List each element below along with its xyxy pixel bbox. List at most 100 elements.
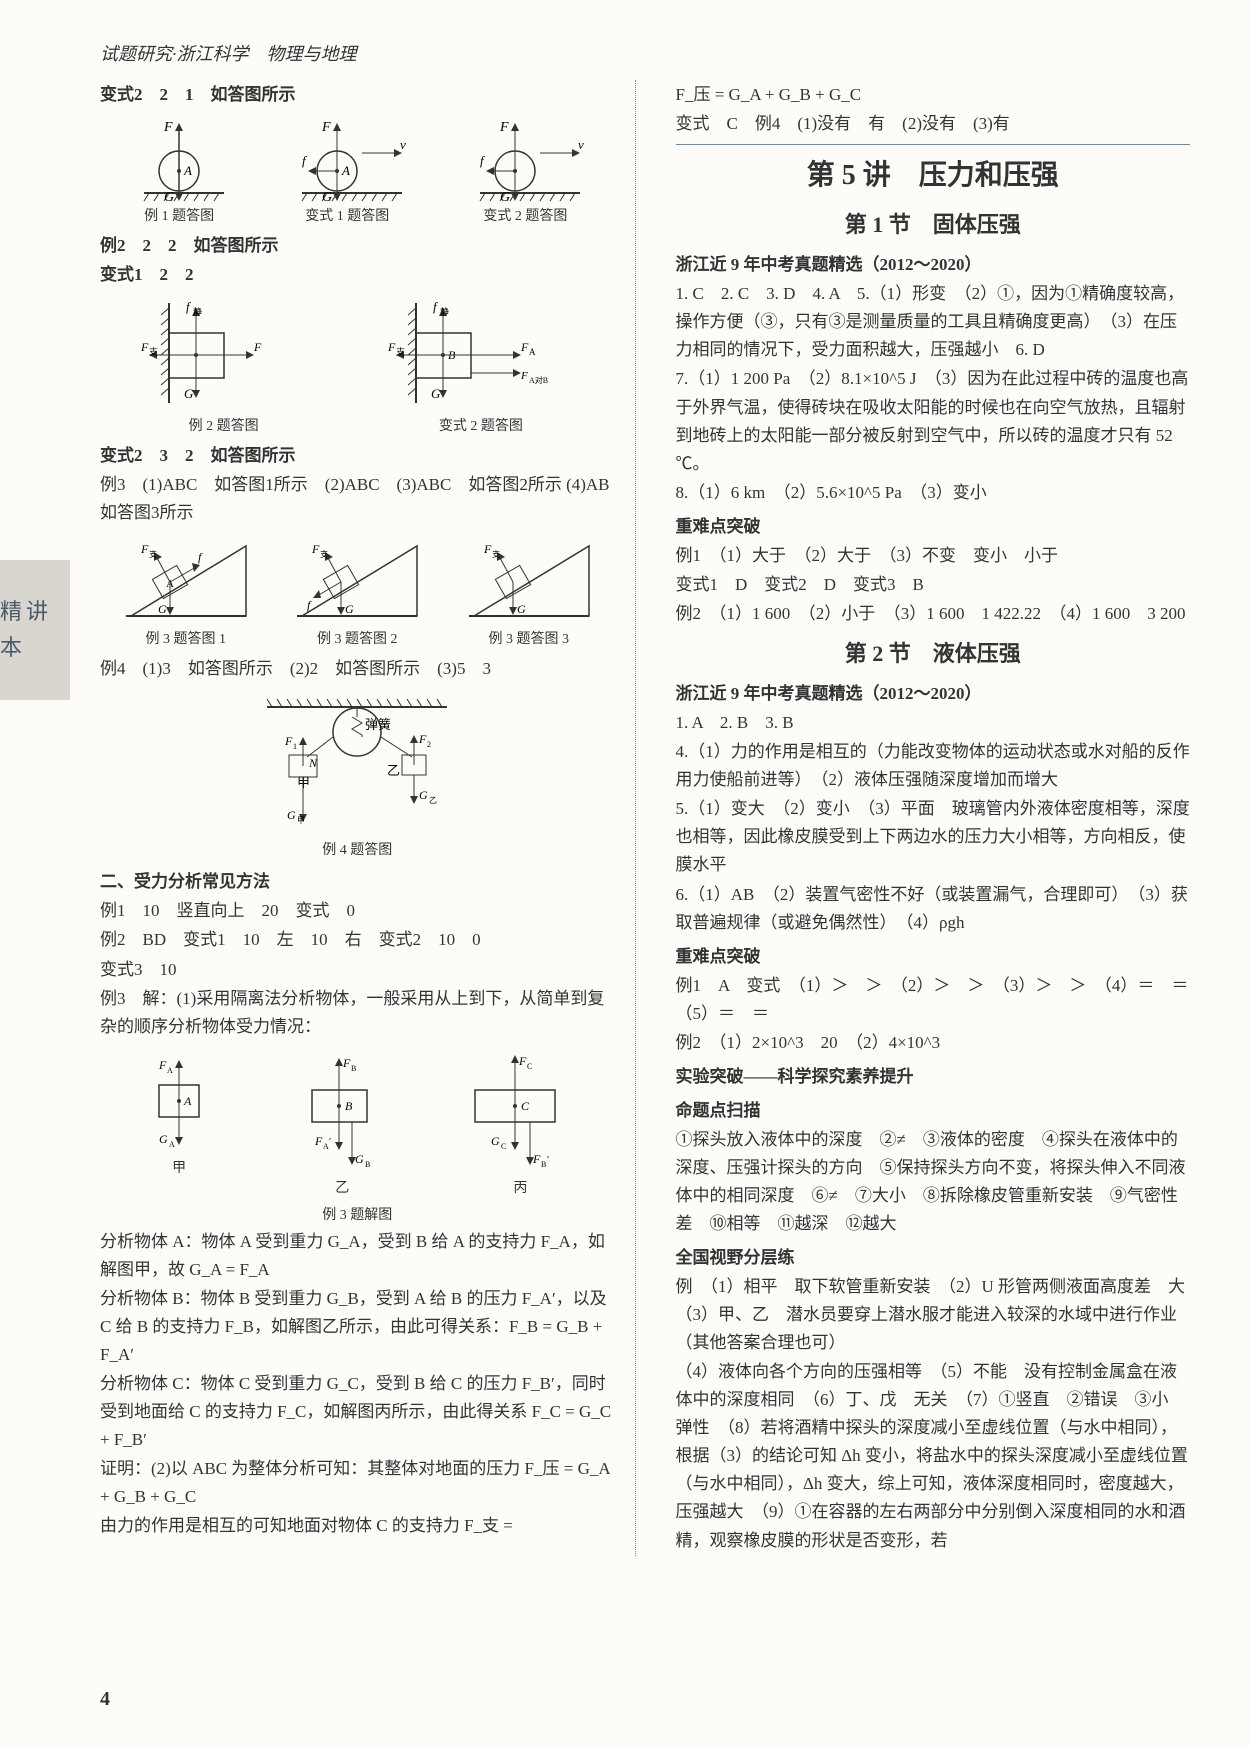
svg-text:B: B [541,1160,546,1169]
diagram-caption: 甲 [129,1157,229,1180]
diagram: C FC GC FB′ 丙 [455,1045,585,1200]
svg-text:A: A [169,1140,175,1149]
diagram-caption: 例 4 题答图 [227,839,487,862]
diagram-row-5: A FA GA 甲 B FB FA′ GB [100,1045,615,1200]
svg-text:G: G [159,1132,168,1146]
text-line: 4.（1）力的作用是相互的（力能改变物体的运动状态或水对船的反作用力使船前进等）… [676,738,1191,794]
diagram: F支 f G 例 3 题答图 2 [287,531,427,651]
text-line: 例1 10 竖直向上 20 变式 0 [100,897,615,925]
svg-text:支: 支 [492,549,500,559]
svg-text:f: f [480,153,486,168]
text-line: 5.（1）变大 （2）变小 （3）平面 玻璃管内外液体密度相等，深度也相等，因此… [676,795,1191,879]
text-line: ①探头放入液体中的深度 ②≠ ③液体的密度 ④探头在液体中的深度、压强计探头的方… [676,1126,1191,1238]
svg-text:N: N [308,756,318,770]
diagram: A F G f v 变式 1 题答图 [282,113,412,228]
svg-text:G: G [500,190,510,203]
svg-text:静: 静 [193,306,202,317]
subsection-heading: 实验突破——科学探究素养提升 [676,1063,1191,1091]
svg-text:2: 2 [427,740,431,749]
svg-text:A对B: A对B [529,375,548,385]
horizontal-rule [676,144,1191,145]
svg-text:G: G [287,808,296,822]
svg-text:f: f [186,299,192,314]
diagram-row-1: A F G 例 1 题答图 [100,113,615,228]
svg-text:B: B [365,1160,370,1169]
page-number: 4 [100,1683,110,1716]
text-line: 6.（1）AB （2）装置气密性不好（或装置漏气，合理即可） （3）获取普遍规律… [676,881,1191,937]
svg-text:F: F [253,340,262,354]
diagram: A F支 f G 例 3 题答图 1 [116,531,256,651]
svg-text:f: f [198,550,203,564]
svg-text:B: B [351,1064,356,1073]
text-line: 分析物体 A：物体 A 受到重力 G_A，受到 B 给 A 的支持力 F_A，如… [100,1228,615,1284]
svg-text:G: G [184,386,194,401]
text-line: 例2 2 2 如答图所示 [100,232,615,260]
side-tab: 精讲本 [0,560,70,700]
node-title: 第 2 节 液体压强 [676,636,1191,672]
svg-text:1: 1 [293,742,297,751]
diagram: 弹簧 甲 F1 N G甲 乙 F2 G乙 例 4 题答图 [227,687,487,862]
svg-text:′: ′ [329,1137,331,1148]
svg-text:F: F [520,340,529,354]
svg-text:F: F [483,542,492,556]
svg-text:f: f [433,299,439,314]
diagram-caption: 变式 2 题答图 [386,415,576,438]
svg-text:F: F [418,732,427,746]
svg-text:G: G [345,602,354,616]
text-line: 例3 (1)ABC 如答图1所示 (2)ABC (3)ABC 如答图2所示 (4… [100,471,615,527]
svg-text:f: f [302,153,308,168]
svg-text:G: G [491,1134,500,1148]
text-line: 例1 A 变式 （1）＞ ＞ （2）＞ ＞ （3）＞ ＞ （4）＝ ＝ （5）＝… [676,972,1191,1028]
diagram-caption: 例 3 题答图 2 [287,628,427,651]
text-line: F_压 = G_A + G_B + G_C [676,81,1191,109]
svg-text:F: F [321,120,331,135]
text-line: 例1 （1）大于 （2）大于 （3）不变 变小 小于 [676,542,1191,570]
svg-text:支: 支 [396,346,405,357]
svg-text:G: G [431,386,441,401]
text-line: 变式 C 例4 (1)没有 有 (2)没有 (3)有 [676,110,1191,138]
svg-text:F: F [387,340,396,354]
text-line: 证明：(2)以 ABC 为整体分析可知：其整体对地面的压力 F_压 = G_A … [100,1455,615,1511]
left-column: 变式2 2 1 如答图所示 A F [100,80,636,1556]
svg-text:甲: 甲 [297,775,310,790]
diagram: F支 G 例 3 题答图 3 [459,531,599,651]
svg-text:F: F [532,1152,541,1166]
diagram: F G f v 变式 2 题答图 [460,113,590,228]
page-header: 试题研究·浙江科学 物理与地理 [100,40,1190,70]
diagram-caption: 变式 1 题答图 [282,205,412,228]
svg-text:G: G [158,602,167,616]
svg-text:G: G [419,788,428,802]
text-line: 例2 （1）2×10^3 20 （2）4×10^3 [676,1029,1191,1057]
text-line: 1. C 2. C 3. D 4. A 5.（1）形变 （2）①，因为①精确度较… [676,280,1191,364]
text-line: 变式1 2 2 [100,261,615,289]
text-line: 变式3 10 [100,956,615,984]
svg-text:v: v [400,137,406,152]
svg-text:F: F [163,120,173,135]
text-line: 8.（1）6 km （2）5.6×10^5 Pa （3）变小 [676,479,1191,507]
text-line: （4）液体向各个方向的压强相等 （5）不能 没有控制金属盒在液体中的深度相同 （… [676,1358,1191,1554]
svg-text:C: C [501,1142,506,1151]
diagram: A FA GA 甲 [129,1045,229,1200]
text-line: 分析物体 C：物体 C 受到重力 G_C，受到 B 给 C 的压力 F_B′，同… [100,1370,615,1454]
text-line: 变式2 2 1 如答图所示 [100,81,615,109]
svg-text:A: A [529,347,536,357]
text-line: 例4 (1)3 如答图所示 (2)2 如答图所示 (3)5 3 [100,655,615,683]
text-line: 例3 解：(1)采用隔离法分析物体，一般采用从上到下，从简单到复杂的顺序分析物体… [100,985,615,1041]
svg-text:乙: 乙 [429,796,437,805]
svg-text:F: F [311,542,320,556]
side-tab-label: 精讲本 [0,594,70,667]
svg-text:静: 静 [440,306,449,317]
diagram-main-caption: 例 3 题解图 [100,1204,615,1227]
svg-text:B: B [345,1099,353,1113]
svg-text:支: 支 [320,549,328,559]
svg-text:F: F [342,1056,351,1070]
lecture-title: 第 5 讲 压力和压强 [676,153,1191,199]
svg-text:F: F [518,1054,527,1068]
svg-text:弹簧: 弹簧 [365,717,391,732]
text-line: 例2 BD 变式1 10 左 10 右 变式2 10 0 [100,926,615,954]
svg-text:A: A [183,1094,192,1108]
svg-text:C: C [521,1099,530,1113]
subsection-heading: 命题点扫描 [676,1097,1191,1125]
diagram: A F G 例 1 题答图 [124,113,234,228]
svg-text:支: 支 [149,549,157,559]
